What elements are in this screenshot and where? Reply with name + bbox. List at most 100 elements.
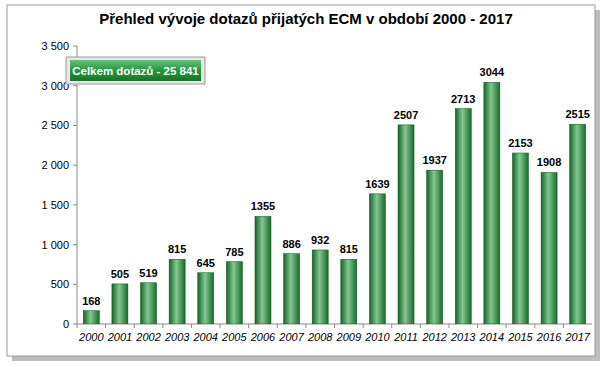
y-tick: [73, 85, 77, 86]
bar: [398, 125, 414, 324]
data-label: 645: [197, 257, 215, 269]
frame: [7, 5, 595, 356]
y-tick: [73, 46, 77, 47]
y-tick-label: 2 000: [41, 159, 69, 171]
title: Přehled vývoje dotazů přijatých ECM v ob…: [99, 10, 512, 27]
data-label: 886: [282, 238, 300, 250]
bar: [255, 216, 271, 324]
bar: [455, 109, 471, 324]
y-tick-label: 3 500: [41, 40, 69, 52]
data-label: 1355: [251, 200, 275, 212]
x-tick: [77, 324, 78, 328]
x-tick: [506, 324, 507, 328]
data-label: 932: [311, 234, 329, 246]
bar: [427, 170, 443, 324]
annotation-box: [70, 60, 201, 81]
x-tick-label: 2015: [507, 331, 533, 343]
x-tick: [248, 324, 249, 328]
data-label: 785: [225, 246, 243, 258]
data-label: 1639: [365, 178, 389, 190]
x-tick: [448, 324, 449, 328]
bar: [570, 124, 586, 324]
x-tick-label: 2012: [421, 331, 446, 343]
y-tick-label: 500: [51, 278, 69, 290]
bar: [284, 254, 300, 324]
x-tick: [391, 324, 392, 328]
x-tick: [162, 324, 163, 328]
y-tick-label: 1 500: [41, 199, 69, 211]
x-tick-label: 2005: [221, 331, 247, 343]
x-tick: [220, 324, 221, 328]
x-tick-label: 2013: [450, 331, 476, 343]
y-tick: [73, 125, 77, 126]
x-tick-label: 2011: [393, 331, 418, 343]
bar: [512, 153, 528, 324]
y-tick-label: 1 000: [41, 239, 69, 251]
x-tick: [477, 324, 478, 328]
data-label: 1908: [537, 156, 561, 168]
bar: [112, 284, 128, 324]
bar: [341, 259, 357, 324]
chart: Přehled vývoje dotazů přijatých ECM v ob…: [0, 0, 606, 367]
data-label: 505: [111, 268, 129, 280]
bar: [312, 250, 328, 324]
x-axis: 200020012002 2003200420052006200720082009…: [77, 324, 591, 343]
y-tick: [73, 244, 77, 245]
bar: [226, 262, 242, 324]
x-tick-label: 2003: [164, 331, 190, 343]
bar: [169, 259, 185, 324]
y-tick-label: 0: [63, 318, 69, 330]
data-label: 815: [340, 243, 358, 255]
y-axis-line: [77, 46, 78, 324]
data-label: 2515: [565, 108, 589, 120]
y-tick: [73, 165, 77, 166]
x-tick: [563, 324, 564, 328]
bar: [141, 283, 157, 324]
x-tick-label: 2000: [78, 331, 104, 343]
chart-root: Přehled vývoje dotazů přijatých ECM v ob…: [0, 0, 606, 367]
data-label: 519: [139, 267, 157, 279]
y-axis: 0 500 1 000 1 500 2 000 2 500 3 000 3 500: [41, 40, 592, 330]
data-label: 1937: [422, 154, 446, 166]
x-tick-label: 2017: [564, 331, 590, 343]
bar: [198, 273, 214, 324]
data-label: 2153: [508, 137, 532, 149]
bar: [83, 311, 99, 324]
data-labels: 168 505 519 815 645 785 1355 886 932 815 1639 2507 1…: [82, 66, 590, 306]
x-tick-label: 2016: [536, 331, 562, 343]
x-tick-label: 2007: [278, 331, 304, 343]
x-tick: [105, 324, 106, 328]
y-tick: [73, 324, 77, 325]
x-tick-label: 2014: [479, 331, 504, 343]
x-tick: [363, 324, 364, 328]
x-tick-label: 2006: [250, 331, 276, 343]
bar: [369, 194, 385, 324]
data-label: 815: [168, 243, 186, 255]
y-tick-label: 3 000: [41, 80, 69, 92]
x-tick: [305, 324, 306, 328]
annotation: Celkem dotazů - 25 841: [66, 57, 205, 84]
x-tick: [277, 324, 278, 328]
x-tick-label: 2010: [364, 331, 390, 343]
x-tick-label: 2008: [307, 331, 333, 343]
data-label: 168: [82, 295, 100, 307]
x-tick-label: 2001: [107, 331, 132, 343]
y-tick: [73, 204, 77, 205]
x-tick: [334, 324, 335, 328]
x-tick-label: 2009: [336, 331, 361, 343]
data-label: 2713: [451, 93, 475, 105]
x-tick: [134, 324, 135, 328]
data-label: 3044: [480, 66, 505, 78]
y-tick-label: 2 500: [41, 119, 69, 131]
x-tick: [420, 324, 421, 328]
annotation-text: Celkem dotazů - 25 841: [72, 65, 199, 77]
x-tick-label: 2002: [135, 331, 160, 343]
bar: [541, 172, 557, 324]
x-tick: [534, 324, 535, 328]
data-label: 2507: [394, 109, 418, 121]
annotation-frame: [66, 57, 205, 84]
bars: [83, 82, 585, 324]
x-tick-label: 2004: [193, 331, 218, 343]
x-tick: [191, 324, 192, 328]
bar: [484, 82, 500, 324]
